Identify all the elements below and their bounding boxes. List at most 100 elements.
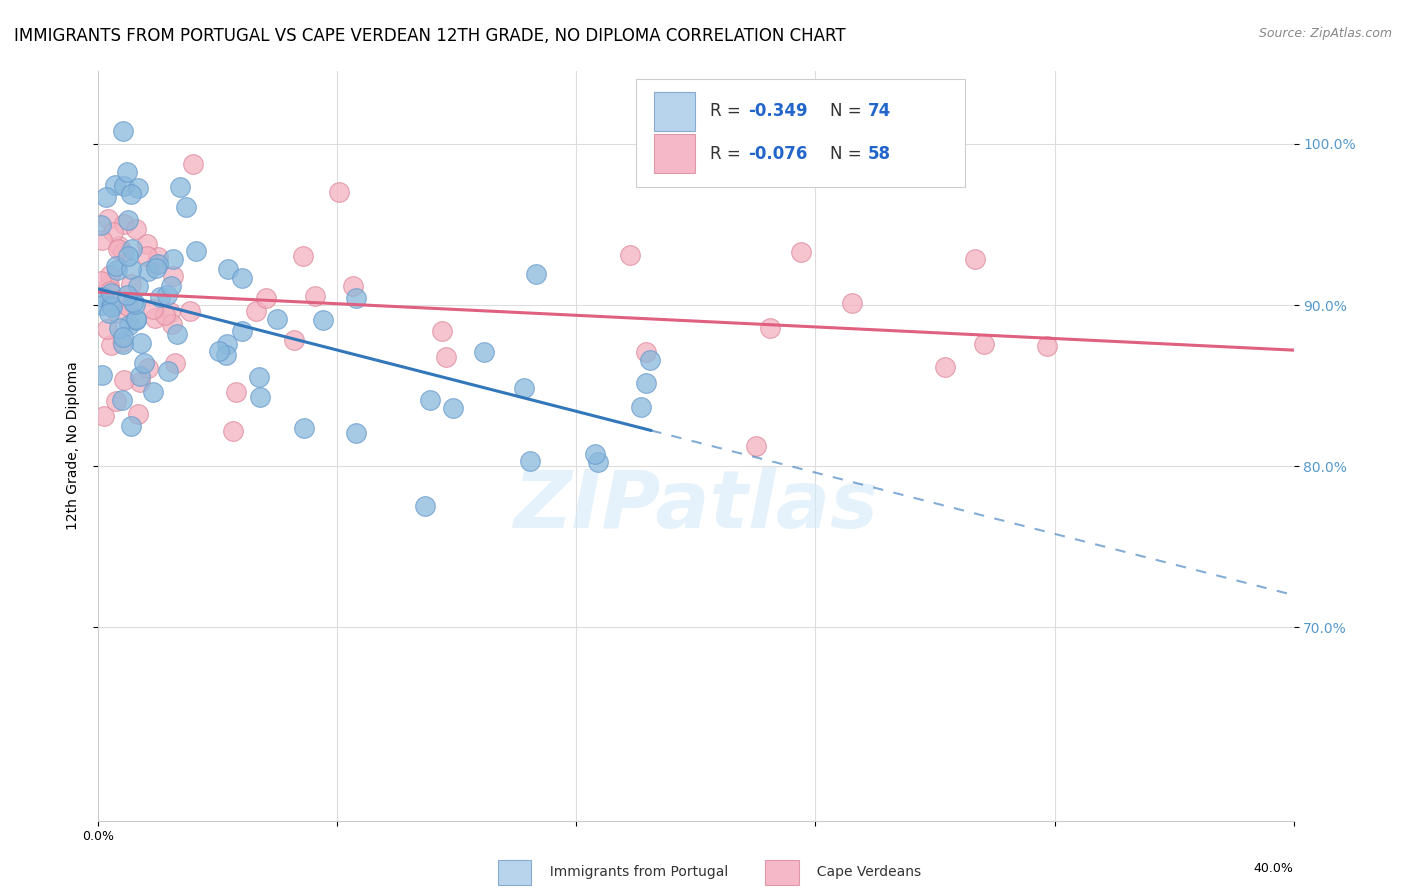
Point [524, 267, 547, 281]
Point [105, 262, 128, 277]
Point [166, 326, 188, 341]
Text: -0.076: -0.076 [748, 145, 808, 162]
Point [759, 321, 782, 335]
Point [145, 257, 167, 271]
Point [93, 409, 115, 423]
Point [430, 324, 453, 338]
Point [98, 278, 121, 293]
Point [117, 299, 139, 313]
Point [143, 311, 166, 326]
Point [120, 277, 142, 292]
Text: 40.0%: 40.0% [1254, 862, 1294, 875]
Point [146, 257, 169, 271]
Point [111, 392, 134, 407]
Point [112, 217, 135, 231]
FancyBboxPatch shape [654, 135, 695, 173]
Point [141, 385, 163, 400]
Point [342, 279, 364, 293]
Point [111, 124, 134, 138]
Point [98, 305, 121, 319]
Point [117, 248, 139, 262]
Point [118, 318, 141, 332]
Point [225, 384, 247, 399]
Point [963, 252, 986, 267]
Point [107, 321, 129, 335]
Point [115, 164, 138, 178]
Point [174, 200, 197, 214]
Point [292, 249, 315, 263]
Point [124, 296, 146, 310]
Point [640, 353, 662, 368]
Text: Cape Verdeans: Cape Verdeans [808, 865, 921, 880]
Point [125, 221, 148, 235]
Point [136, 264, 159, 278]
Point [98, 284, 121, 298]
Point [304, 289, 326, 303]
Point [217, 336, 239, 351]
Point [135, 249, 157, 263]
Point [121, 242, 143, 256]
Point [934, 360, 956, 375]
Point [207, 343, 229, 358]
Point [619, 248, 641, 262]
Text: 74: 74 [868, 102, 891, 120]
Point [100, 285, 122, 300]
Point [90, 233, 112, 247]
Point [101, 225, 124, 239]
Point [217, 261, 239, 276]
Point [91, 298, 114, 312]
Point [169, 179, 191, 194]
Point [745, 440, 768, 454]
Point [105, 306, 128, 320]
Point [112, 373, 135, 387]
Point [973, 336, 995, 351]
Point [120, 419, 142, 434]
Point [107, 242, 129, 256]
Point [790, 245, 813, 260]
Text: R =: R = [710, 145, 747, 162]
Text: Source: ZipAtlas.com: Source: ZipAtlas.com [1258, 27, 1392, 40]
Text: N =: N = [830, 145, 866, 162]
Point [156, 288, 179, 302]
Point [108, 239, 131, 253]
Point [91, 290, 114, 304]
Point [519, 454, 541, 468]
Point [136, 360, 159, 375]
Point [128, 376, 150, 390]
Point [630, 401, 652, 415]
Point [245, 303, 267, 318]
Point [160, 318, 183, 332]
Point [283, 333, 305, 347]
Point [344, 291, 367, 305]
Point [94, 190, 117, 204]
Point [472, 345, 495, 359]
Point [112, 329, 135, 343]
Point [100, 338, 122, 352]
Point [136, 236, 159, 251]
Point [121, 186, 143, 201]
Point [162, 269, 184, 284]
FancyBboxPatch shape [654, 92, 695, 130]
Point [104, 259, 127, 273]
Point [155, 308, 177, 322]
Point [586, 455, 609, 469]
Point [159, 305, 181, 319]
Text: -0.349: -0.349 [748, 102, 808, 120]
Point [101, 300, 124, 314]
Point [181, 157, 204, 171]
Point [97, 212, 120, 227]
Point [249, 390, 271, 404]
Point [112, 337, 135, 351]
Point [98, 268, 121, 282]
Point [127, 278, 149, 293]
Point [186, 244, 208, 258]
Point [125, 312, 148, 326]
Point [247, 370, 270, 384]
Point [312, 313, 335, 327]
Point [419, 392, 441, 407]
Point [222, 424, 245, 438]
Point [415, 499, 437, 513]
Point [112, 179, 135, 194]
Point [111, 334, 134, 349]
Point [156, 364, 179, 378]
